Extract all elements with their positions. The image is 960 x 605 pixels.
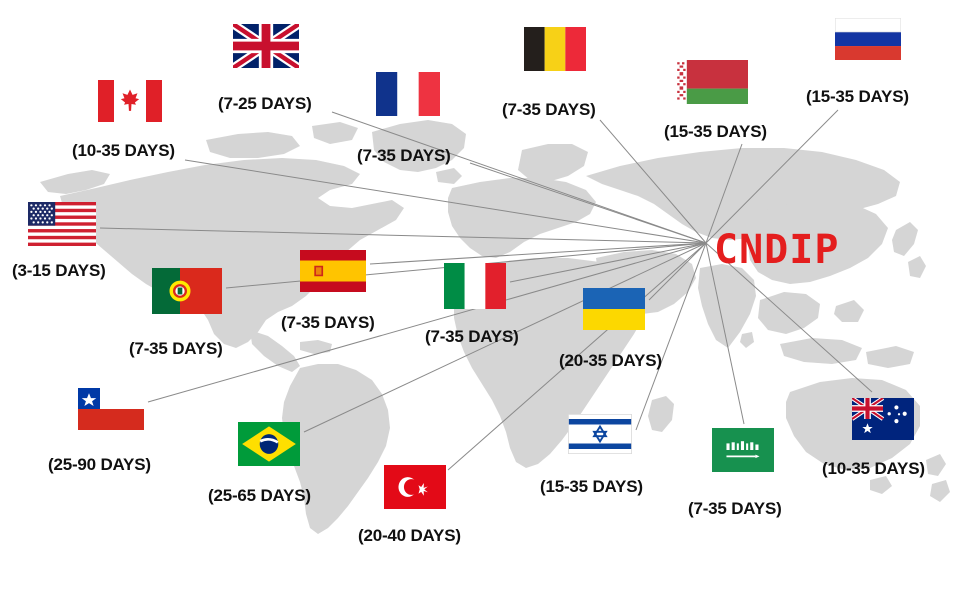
delivery-time-label: (3-15 DAYS) [12,261,106,280]
flag-france [376,72,440,116]
delivery-time-label: (20-35 DAYS) [559,351,662,370]
delivery-time-label: (10-35 DAYS) [72,141,175,160]
flag-australia [852,398,914,440]
delivery-time-label: (25-90 DAYS) [48,455,151,474]
delivery-time-label: (10-35 DAYS) [822,459,925,478]
delivery-time-label: (15-35 DAYS) [664,122,767,141]
delivery-time-label: (7-35 DAYS) [425,327,519,346]
flag-saudi [712,428,774,472]
delivery-time-label: (7-35 DAYS) [502,100,596,119]
delivery-time-label: (7-35 DAYS) [357,146,451,165]
flag-israel [568,414,632,454]
flag-canada [98,80,162,122]
flag-belgium [524,27,586,71]
hub-label-cndip: CNDIP [714,227,840,273]
delivery-time-label: (15-35 DAYS) [806,87,909,106]
flag-turkey [384,465,446,509]
flag-chile [78,388,144,430]
delivery-time-label: (7-35 DAYS) [129,339,223,358]
flag-spain [300,250,366,292]
delivery-time-label: (7-25 DAYS) [218,94,312,113]
delivery-time-label: (25-65 DAYS) [208,486,311,505]
delivery-time-label: (7-35 DAYS) [688,499,782,518]
flag-italy [444,263,506,309]
flag-uk [233,24,299,68]
delivery-time-label: (20-40 DAYS) [358,526,461,545]
delivery-time-label: (15-35 DAYS) [540,477,643,496]
flag-brazil [238,422,300,466]
flag-belarus [676,60,748,104]
flag-ukraine [583,288,645,330]
flag-portugal [152,268,222,314]
flag-russia [835,18,901,60]
delivery-time-label: (7-35 DAYS) [281,313,375,332]
flag-usa [28,202,96,246]
